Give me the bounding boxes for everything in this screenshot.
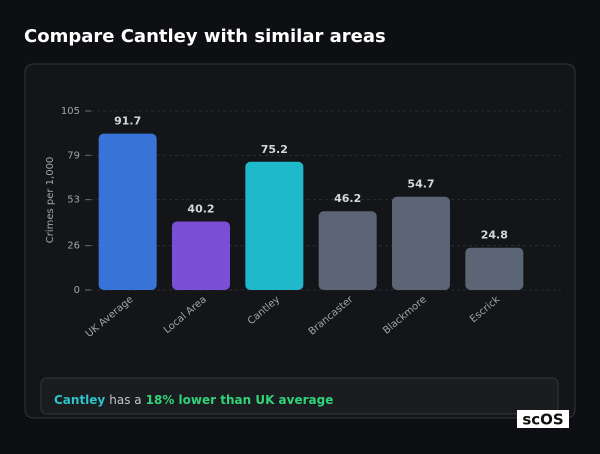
logo: scOS: [522, 411, 563, 429]
chart-title: Compare Cantley with similar areas: [24, 26, 386, 47]
bar: [465, 247, 524, 290]
value-label: 75.2: [261, 143, 288, 156]
bar: [98, 133, 157, 290]
summary-box: [40, 377, 559, 415]
y-tick-label: 53: [67, 195, 80, 206]
value-label: 40.2: [187, 202, 214, 215]
value-label: 24.8: [481, 229, 508, 242]
logo-box: [517, 410, 569, 428]
y-tick-label: 0: [74, 285, 80, 296]
y-tick-label: 105: [61, 106, 80, 117]
summary-highlight: 18% lower than UK average: [146, 393, 334, 407]
y-tick-label: 79: [67, 150, 80, 161]
bar: [172, 221, 230, 290]
y-axis-label: Crimes per 1,000: [45, 157, 56, 244]
bar: [245, 161, 304, 290]
bar: [392, 196, 450, 290]
summary: Cantley has a 18% lower than UK average: [54, 393, 333, 407]
y-tick-label: 26: [67, 241, 80, 252]
value-label: 46.2: [334, 192, 361, 205]
bar: [318, 211, 377, 290]
summary-text: has a: [109, 393, 141, 407]
value-label: 54.7: [407, 178, 434, 191]
summary-place: Cantley: [54, 393, 105, 407]
value-label: 91.7: [114, 115, 141, 128]
